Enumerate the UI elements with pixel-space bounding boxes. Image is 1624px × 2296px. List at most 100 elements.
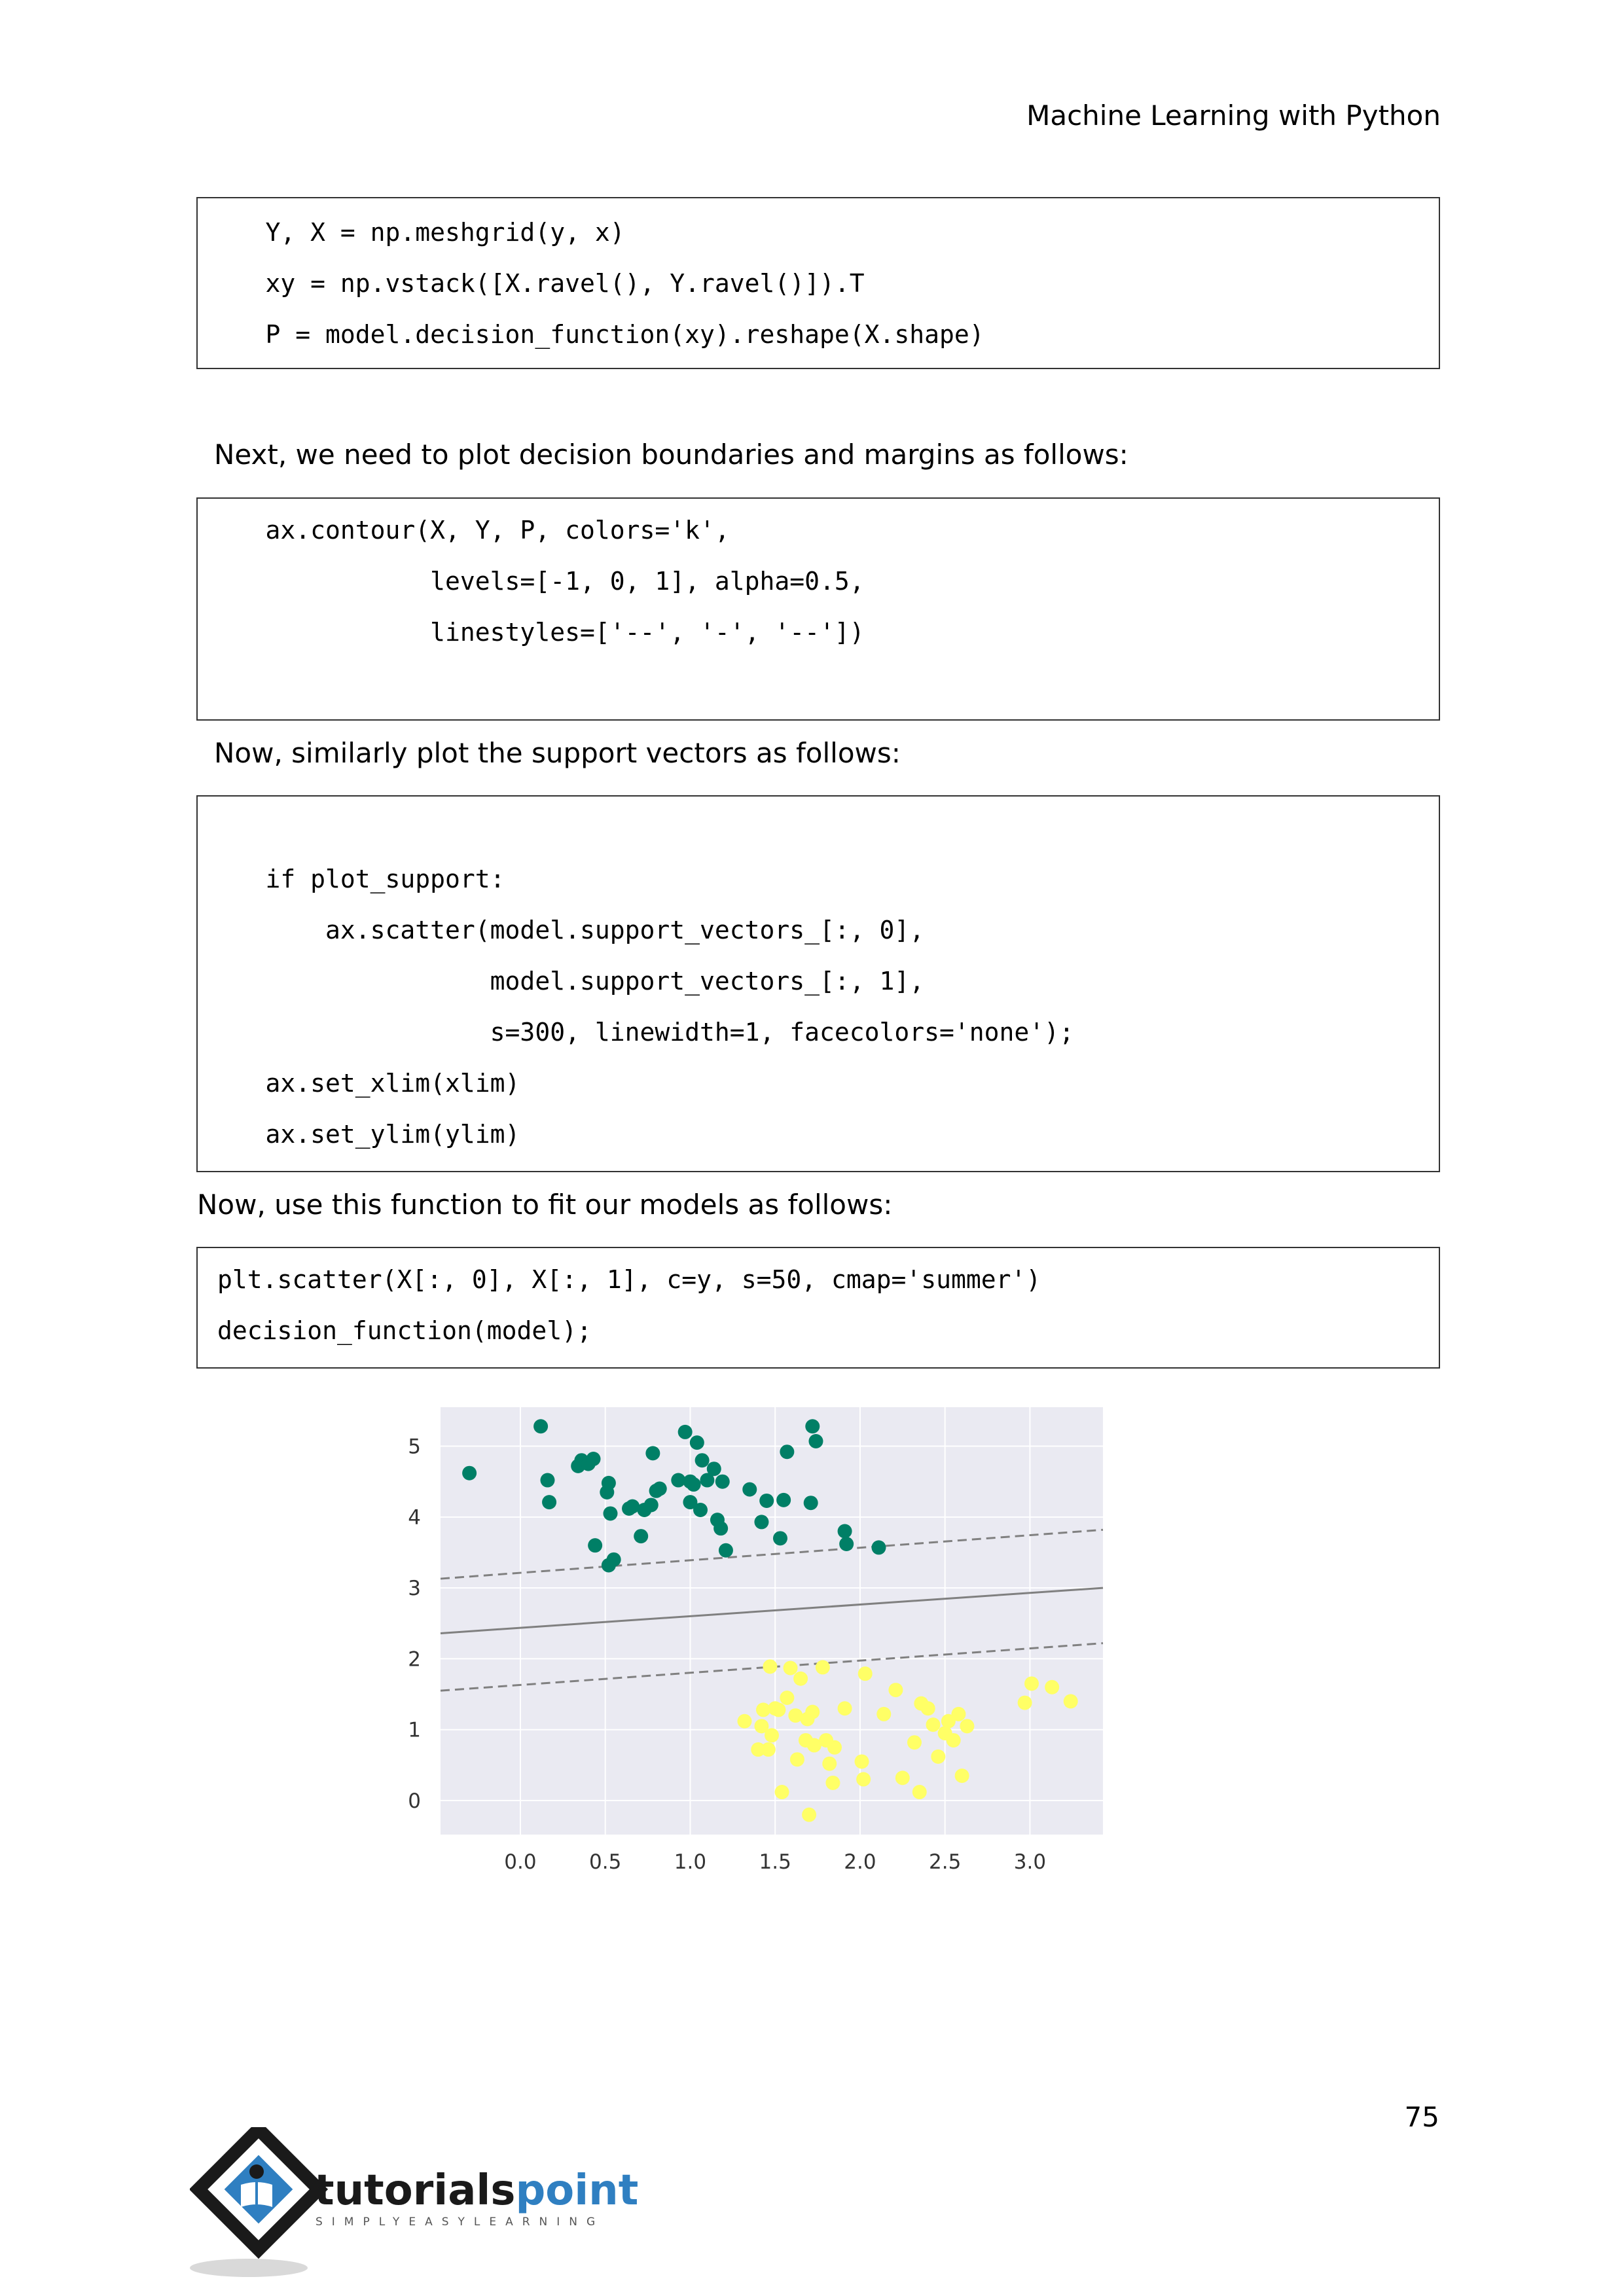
class-1-point (1063, 1694, 1078, 1709)
code-line: ax.scatter(model.support_vectors_[:, 0], (206, 916, 925, 944)
class-0-point (693, 1503, 708, 1518)
class-0-point (540, 1473, 555, 1488)
class-1-point (802, 1807, 817, 1822)
class-0-point (671, 1473, 686, 1488)
logo-wordmark: tutorialspoint (314, 2166, 638, 2215)
class-0-point (805, 1419, 820, 1434)
x-tick-label: 1.5 (759, 1850, 791, 1874)
class-1-point (920, 1701, 935, 1716)
class-1-point (888, 1683, 903, 1698)
y-tick-label: 1 (408, 1719, 421, 1742)
header-title: Machine Learning with Python (1026, 99, 1441, 132)
y-tick-label: 4 (408, 1506, 421, 1530)
class-0-point (718, 1543, 733, 1558)
class-1-point (774, 1785, 789, 1800)
y-tick-label: 0 (408, 1789, 421, 1813)
class-0-point (839, 1537, 854, 1552)
class-1-point (756, 1702, 771, 1717)
x-tick-label: 3.0 (1014, 1850, 1046, 1874)
class-0-point (700, 1473, 715, 1488)
class-1-point (805, 1704, 820, 1719)
class-0-point (625, 1499, 640, 1514)
code-line: linestyles=['--', '-', '--']) (206, 618, 865, 647)
class-0-point (713, 1521, 729, 1536)
class-1-point (856, 1772, 871, 1787)
class-0-point (533, 1419, 549, 1434)
class-0-point (776, 1492, 791, 1507)
class-0-point (586, 1452, 601, 1467)
class-0-point (588, 1538, 603, 1553)
code-line: s=300, linewidth=1, facecolors='none'); (206, 1018, 1074, 1047)
code-line: model.support_vectors_[:, 1], (206, 967, 925, 996)
class-1-point (857, 1666, 873, 1681)
y-tick-label: 5 (408, 1435, 421, 1459)
svm-scatter-chart: 0.0 0.5 1.0 1.5 2.0 2.5 3.0 0 1 2 3 4 5 (367, 1401, 1152, 1898)
class-0-point (643, 1498, 659, 1513)
class-0-point (603, 1506, 618, 1521)
code-line: levels=[-1, 0, 1], alpha=0.5, (206, 567, 865, 596)
class-1-point (951, 1706, 966, 1721)
class-1-point (825, 1775, 840, 1790)
class-0-point (689, 1435, 704, 1450)
class-1-point (806, 1738, 821, 1753)
class-1-point (960, 1719, 975, 1734)
class-1-point (822, 1756, 837, 1771)
class-0-point (542, 1495, 557, 1510)
class-0-point (645, 1446, 660, 1461)
code-line: Y, X = np.meshgrid(y, x) (206, 218, 625, 247)
code-line: ax.set_xlim(xlim) (206, 1069, 520, 1098)
margin-line (440, 1528, 1104, 1580)
class-0-point (837, 1524, 852, 1539)
class-1-point (876, 1706, 892, 1721)
x-tick-label: 1.0 (674, 1850, 706, 1874)
code-line: xy = np.vstack([X.ravel(), Y.ravel()]).T (206, 269, 865, 298)
tutorialspoint-logo: tutorialspoint SIMPLYEASYLEARNING (190, 2127, 638, 2277)
code-block-contour: ax.contour(X, Y, P, colors='k', levels=[… (196, 497, 1440, 721)
class-1-point (946, 1732, 961, 1748)
class-1-point (907, 1735, 922, 1750)
class-0-point (686, 1477, 701, 1492)
class-1-point (931, 1749, 946, 1764)
class-1-point (815, 1660, 830, 1675)
code-line: decision_function(model); (217, 1316, 592, 1345)
class-0-point (695, 1453, 710, 1468)
class-0-point (652, 1481, 667, 1496)
class-1-point (1045, 1679, 1060, 1695)
class-1-point (789, 1752, 804, 1767)
class-1-point (751, 1742, 766, 1757)
x-tick-label: 2.0 (844, 1850, 876, 1874)
class-1-point (771, 1702, 786, 1717)
class-1-point (763, 1659, 778, 1674)
class-0-point (462, 1465, 477, 1480)
code-block-support-vectors: if plot_support: ax.scatter(model.suppor… (196, 795, 1440, 1172)
class-0-point (683, 1495, 698, 1510)
code-line: P = model.decision_function(xy).reshape(… (206, 320, 984, 349)
y-tick-label: 2 (408, 1647, 421, 1671)
page-number: 75 (1404, 2101, 1439, 2133)
decision-boundary-line (440, 1587, 1104, 1634)
paragraph-support-vectors: Now, similarly plot the support vectors … (214, 737, 901, 769)
class-1-point (827, 1740, 842, 1755)
class-0-point (706, 1462, 721, 1477)
class-1-point (737, 1713, 752, 1729)
paragraph-fit-models: Now, use this function to fit our models… (197, 1189, 893, 1221)
class-1-point (1017, 1695, 1032, 1710)
chart-svg: 0.0 0.5 1.0 1.5 2.0 2.5 3.0 0 1 2 3 4 5 (408, 1407, 1104, 1874)
x-tick-label: 2.5 (929, 1850, 961, 1874)
class-0-point (803, 1496, 818, 1511)
class-1-point (854, 1754, 869, 1769)
y-tick-label: 3 (408, 1577, 421, 1600)
class-0-point (715, 1474, 730, 1489)
x-tick-label: 0.0 (504, 1850, 536, 1874)
code-line: ax.contour(X, Y, P, colors='k', (206, 516, 730, 545)
class-0-point (772, 1531, 787, 1546)
code-block-meshgrid: Y, X = np.meshgrid(y, x) xy = np.vstack(… (196, 197, 1440, 369)
class-0-point (677, 1424, 693, 1439)
class-1-point (954, 1768, 969, 1784)
class-0-point (600, 1484, 615, 1499)
class-1-point (793, 1671, 808, 1686)
class-1-point (765, 1728, 779, 1743)
class-0-point (871, 1540, 886, 1555)
plot-area (441, 1407, 1103, 1835)
